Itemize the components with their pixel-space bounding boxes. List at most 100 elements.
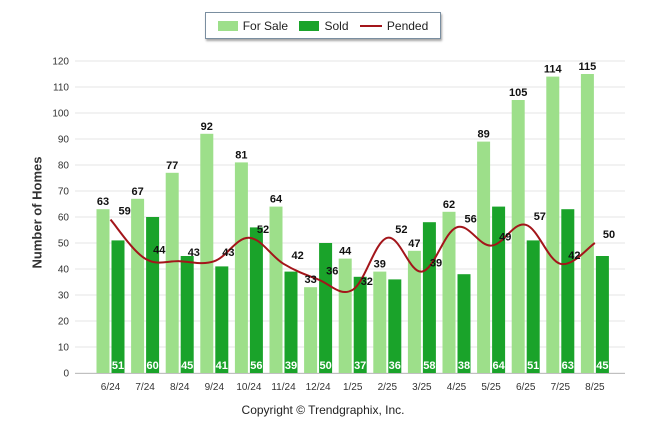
x-tick-label: 1/25 (343, 382, 363, 393)
legend-swatch-for-sale (217, 20, 238, 31)
data-label-for-sale: 81 (235, 149, 247, 161)
bar-sold (526, 240, 540, 373)
y-tick-label: 40 (58, 265, 70, 276)
data-label-sold: 39 (285, 360, 297, 372)
data-label-sold: 37 (354, 360, 366, 372)
data-label-pended: 36 (326, 265, 338, 277)
y-tick-label: 120 (52, 57, 69, 68)
bar-for-sale (96, 209, 110, 373)
data-label-for-sale: 114 (544, 64, 563, 76)
x-tick-label: 7/24 (135, 382, 155, 393)
data-label-pended: 52 (257, 224, 269, 236)
data-label-pended: 32 (361, 276, 373, 288)
data-label-sold: 63 (562, 360, 574, 372)
legend: For Sale Sold Pended (205, 12, 441, 39)
bar-for-sale (407, 250, 421, 373)
data-label-for-sale: 89 (477, 129, 489, 141)
pended-line (109, 218, 596, 293)
x-tick-label: 11/24 (271, 382, 296, 393)
bar-for-sale (511, 100, 525, 373)
bar-sold (146, 217, 160, 373)
y-tick-label: 50 (58, 239, 70, 250)
data-label-sold: 45 (181, 360, 193, 372)
data-label-pended: 52 (395, 224, 407, 236)
data-label-for-sale: 63 (97, 196, 109, 208)
x-tick-label: 6/24 (101, 382, 121, 393)
data-label-pended: 42 (292, 250, 304, 262)
bar-sold (111, 240, 125, 373)
x-tick-label: 6/25 (516, 382, 536, 393)
bar-sold (249, 227, 263, 373)
legend-item-sold[interactable]: Sold (299, 19, 349, 33)
data-label-for-sale: 105 (509, 87, 527, 99)
data-label-for-sale: 47 (408, 238, 420, 250)
data-label-sold: 56 (250, 360, 262, 372)
x-tick-label: 8/24 (170, 382, 190, 393)
bar-for-sale (200, 133, 214, 373)
data-label-sold: 41 (216, 360, 228, 372)
data-label-for-sale: 44 (339, 246, 352, 258)
bar-for-sale (269, 206, 283, 373)
bar-for-sale (304, 287, 318, 373)
data-label-pended: 50 (603, 229, 615, 241)
bar-for-sale (131, 198, 145, 373)
data-label-sold: 51 (527, 360, 539, 372)
data-label-sold: 51 (112, 360, 124, 372)
data-label-pended: 59 (119, 206, 131, 218)
data-label-pended: 39 (430, 258, 442, 270)
legend-item-pended[interactable]: Pended (359, 18, 429, 33)
data-label-pended: 42 (568, 250, 580, 262)
bar-sold (457, 274, 471, 373)
y-tick-label: 30 (58, 291, 70, 302)
bar-for-sale (338, 258, 352, 373)
bar-sold (492, 206, 506, 373)
bar-sold (319, 243, 333, 373)
data-label-for-sale: 67 (131, 186, 143, 198)
bar-for-sale (165, 172, 179, 373)
y-tick-label: 60 (58, 213, 70, 224)
y-tick-label: 70 (58, 187, 70, 198)
data-label-pended: 43 (188, 247, 200, 259)
bar-sold (388, 279, 402, 373)
bar-for-sale (546, 76, 560, 373)
data-label-for-sale: 64 (270, 194, 283, 206)
bar-sold (353, 276, 367, 373)
y-axis-title: Number of Homes (29, 156, 45, 269)
data-label-for-sale: 33 (304, 274, 316, 286)
data-label-for-sale: 115 (579, 61, 597, 73)
legend-item-for-sale[interactable]: For Sale (217, 18, 289, 33)
y-axis-ticks: 0 10 20 30 40 50 60 70 80 90 100 110 120 (52, 57, 69, 380)
x-tick-label: 10/24 (236, 382, 261, 393)
data-label-pended: 43 (222, 247, 234, 259)
y-tick-label: 90 (58, 135, 70, 146)
legend-label-for-sale: For Sale (242, 18, 289, 33)
y-tick-label: 0 (63, 369, 69, 380)
x-tick-label: 4/25 (447, 382, 467, 393)
y-tick-label: 80 (58, 161, 70, 172)
data-label-for-sale: 77 (166, 160, 178, 172)
data-label-sold: 45 (596, 360, 608, 372)
bar-for-sale (580, 74, 594, 373)
data-label-pended: 56 (465, 213, 477, 225)
x-axis-ticks: 6/24 7/24 8/24 9/24 10/24 11/24 12/24 1/25 2/25 3… (101, 382, 605, 393)
data-label-for-sale: 62 (443, 199, 455, 211)
data-label-sold: 50 (319, 360, 331, 372)
x-tick-label: 5/25 (481, 382, 501, 393)
bar-sold (215, 266, 229, 373)
bar-sold (284, 271, 298, 373)
y-tick-label: 110 (53, 83, 69, 94)
bar-for-sale (373, 271, 387, 373)
x-tick-label: 12/24 (306, 382, 331, 393)
copyright-text: Copyright © Trendgraphix, Inc. (241, 403, 405, 417)
bar-sold (561, 209, 575, 373)
x-tick-label: 9/24 (205, 382, 225, 393)
bar-sold (180, 256, 194, 373)
data-labels: 63 51 67 60 77 45 92 41 81 56 64 39 33 50 44 37 39 36 47 58… (97, 61, 615, 372)
bar-for-sale (234, 162, 248, 373)
legend-label-pended: Pended (386, 18, 429, 33)
legend-swatch-pended (359, 24, 382, 27)
data-label-sold: 60 (146, 360, 158, 372)
x-tick-label: 7/25 (551, 382, 571, 393)
pended-series-line (109, 218, 596, 293)
